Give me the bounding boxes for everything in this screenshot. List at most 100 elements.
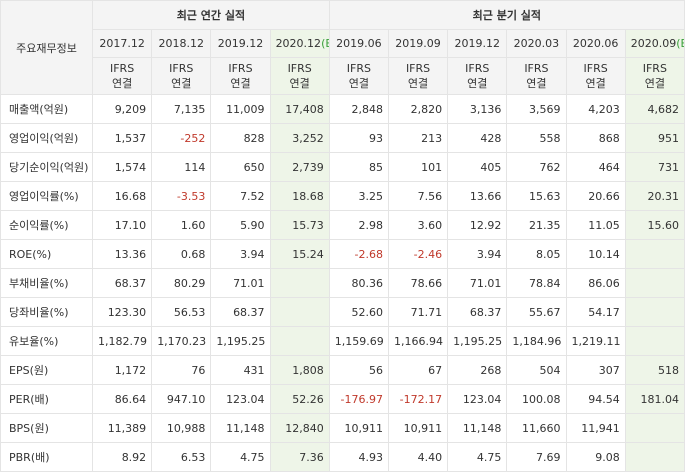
value-cell: 114 [151,152,212,182]
value-cell: 868 [565,123,626,153]
value-cell [624,239,685,269]
value-cell: 67 [387,355,449,385]
table-row: 매출액(억원) 9,209 7,135 11,009 17,408 2,848 2,820 3… [0,94,685,124]
value-cell: 1,166.94 [387,326,449,356]
value-cell: 181.04 [624,384,685,414]
standard-line-consolidated: 연결 [407,77,429,90]
value-cell: 71.01 [447,268,508,298]
value-cell: 558 [506,123,567,153]
period-label: 2019.09 [395,37,441,50]
value-cell: 307 [565,355,626,385]
value-cell: 3,252 [269,123,330,153]
value-cell: -3.53 [151,181,212,211]
accounting-standard-row: IFRS 연결 IFRS 연결 IFRS 연결 IFRS 연결 IFRS 연결 IFRS 연결 IFRS… [1,57,685,95]
row-label: PER(배) [0,384,93,414]
value-cell: -252 [151,123,212,153]
value-cell: 1,808 [269,355,330,385]
value-cell: 18.68 [269,181,330,211]
value-cell: 71.71 [387,297,449,327]
value-cell: 268 [447,355,508,385]
value-cell: 93 [328,123,389,153]
table-row: EPS(원) 1,172 76 431 1,808 56 67 268 504 307 518 [0,355,685,385]
period-label: 2020.09 [630,37,677,50]
value-cell: 16.68 [91,181,153,211]
value-cell: 504 [506,355,567,385]
period-label: 2019.12 [454,37,500,50]
value-cell: 54.17 [565,297,626,327]
period-header: 2020.03 [506,29,567,58]
standard-line-ifrs: IFRS [583,62,608,75]
period-header: 2019.06 [328,29,389,58]
value-cell: 3,136 [447,94,508,124]
table-row: 유보율(%) 1,182.79 1,170.23 1,195.25 1,159.69 1,… [0,326,685,356]
value-cell: 86.64 [91,384,153,414]
value-cell: 10,988 [151,413,212,443]
value-cell: 80.36 [328,268,389,298]
table-row: 당기순이익(억원) 1,574 114 650 2,739 85 101 405 762 464 7… [0,152,685,182]
value-cell: 1,195.25 [210,326,271,356]
value-cell: 52.60 [328,297,389,327]
value-cell: 10.14 [565,239,626,269]
period-label: 2020.03 [513,37,560,50]
standard-line-ifrs: IFRS [287,62,312,75]
value-cell: 68.37 [447,297,508,327]
value-cell: 1,219.11 [565,326,626,356]
row-label: PBR(배) [0,442,93,472]
value-cell: 7.56 [387,181,449,211]
value-cell: 17,408 [269,94,330,124]
table-row: 부채비율(%) 68.37 80.29 71.01 80.36 78.66 71.01 78.… [0,268,685,298]
value-cell: 3,569 [506,94,567,124]
value-cell [624,442,685,472]
estimate-marker: (E) [676,37,683,50]
value-cell: 78.66 [387,268,449,298]
period-label: 2020.06 [572,37,619,50]
value-cell: 2,848 [328,94,389,124]
value-cell: 15.24 [269,239,330,269]
value-cell: 20.31 [624,181,685,211]
value-cell: 1,172 [91,355,153,385]
value-cell: 52.26 [269,384,330,414]
value-cell: 68.37 [210,297,271,327]
accounting-standard-label: IFRS 연결 [506,57,567,95]
period-label: 2019.06 [336,37,382,50]
table-row: 당좌비율(%) 123.30 56.53 68.37 52.60 71.71 68.37 55… [0,297,685,327]
standard-line-consolidated: 연결 [526,77,547,90]
accounting-standard-label: IFRS 연결 [447,57,508,95]
accounting-standard-label: IFRS 연결 [151,57,212,95]
value-cell: 6.53 [151,442,212,472]
quarterly-results-header: 최근 분기 실적 [328,0,685,30]
value-cell: 123.30 [91,297,153,327]
table-row: BPS(원) 11,389 10,988 11,148 12,840 10,911 10,9… [0,413,685,443]
row-label: ROE(%) [0,239,93,269]
value-cell: 405 [447,152,508,182]
value-cell: 4.40 [387,442,449,472]
period-header: 2020.09(E) [624,29,685,58]
value-cell [624,326,685,356]
value-cell: 86.06 [565,268,626,298]
value-cell [269,268,330,298]
value-cell: 828 [210,123,271,153]
row-label: 영업이익률(%) [0,181,93,211]
row-label: 순이익률(%) [0,210,93,240]
value-cell: -2.46 [387,239,449,269]
value-cell [269,297,330,327]
value-cell: 2,820 [387,94,449,124]
value-cell: 7.52 [210,181,271,211]
standard-line-ifrs: IFRS [405,62,431,75]
period-header: 2020.12(E) [269,29,330,58]
value-cell: 76 [151,355,212,385]
value-cell: 762 [506,152,567,182]
period-header: 2019.12 [210,29,271,58]
table-row: ROE(%) 13.36 0.68 3.94 15.24 -2.68 -2.46 3.94 8.… [0,239,685,269]
value-cell: 15.73 [269,210,330,240]
value-cell: 428 [447,123,508,153]
estimate-marker: (E) [321,37,328,50]
value-cell: 55.67 [506,297,567,327]
period-label: 2020.12 [275,37,322,50]
value-cell: 94.54 [565,384,626,414]
accounting-standard-label: IFRS 연결 [624,57,685,95]
value-cell: -176.97 [328,384,389,414]
value-cell: 11,009 [210,94,271,124]
row-label: 매출액(억원) [0,94,93,124]
